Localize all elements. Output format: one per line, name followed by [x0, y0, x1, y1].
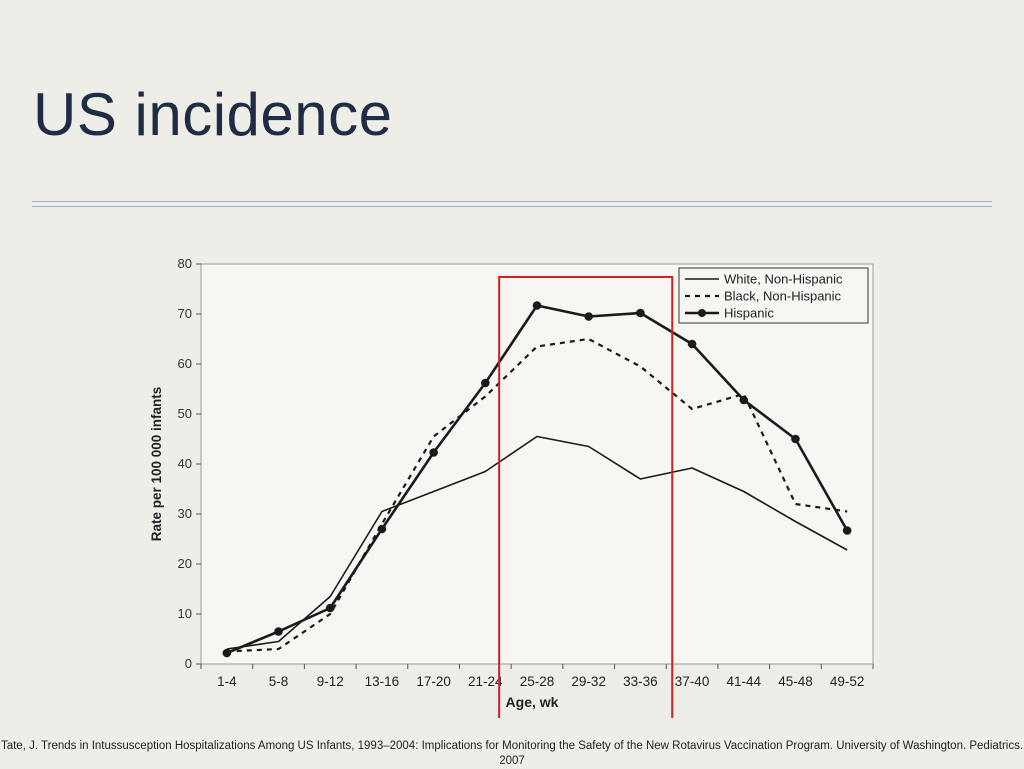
plot-frame	[200, 263, 874, 665]
highlight-box	[498, 276, 674, 718]
y-tick-label: 0	[185, 656, 192, 671]
data-point	[687, 339, 697, 349]
y-tick-label: 40	[178, 456, 192, 471]
title-divider-top	[32, 201, 992, 202]
x-tick-label: 1-4	[217, 674, 237, 689]
y-tick-label: 80	[178, 256, 192, 271]
chart-legend: White, Non-Hispanic Black, Non-Hispanic Hi…	[678, 267, 869, 324]
data-point	[636, 308, 645, 318]
y-tick-label: 50	[178, 406, 192, 421]
chart-svg: 0 10 20 30 40 50 60 70 80 1-4 5-8 9-12 13-16 17-20 21-…	[149, 256, 874, 718]
data-point	[842, 526, 852, 535]
series-layer	[222, 301, 852, 658]
axes: 0 10 20 30 40 50 60 70 80 1-4 5-8 9-12 13-16 17-20 21-…	[149, 256, 874, 710]
x-tick-label: 21-24	[468, 674, 503, 689]
y-tick-label: 20	[178, 556, 192, 571]
data-point	[739, 395, 749, 405]
data-point	[274, 627, 283, 636]
y-tick-label: 60	[178, 356, 192, 371]
x-tick-label: 5-8	[269, 674, 289, 689]
y-tick-label: 10	[178, 606, 192, 621]
y-axis-title: Rate per 100 000 infants	[149, 387, 164, 542]
plot-area	[200, 263, 874, 665]
data-point	[325, 603, 335, 613]
legend-label: Hispanic	[724, 306, 774, 321]
line-chart: 0 10 20 30 40 50 60 70 80 1-4 5-8 9-12 13-16 17-20 21-…	[142, 250, 884, 718]
legend-label: Black, Non-Hispanic	[724, 289, 842, 304]
legend-marker	[698, 309, 706, 317]
series-line-1	[226, 337, 848, 653]
x-tick-label: 49-52	[830, 674, 865, 689]
x-tick-label: 25-28	[520, 674, 555, 689]
x-tick-label: 33-36	[623, 674, 658, 689]
data-point	[377, 524, 387, 534]
title-divider-bottom	[32, 206, 992, 207]
legend-label: White, Non-Hispanic	[724, 272, 843, 287]
data-point	[481, 378, 490, 388]
x-tick-label: 37-40	[675, 674, 710, 689]
data-point	[791, 434, 800, 444]
y-tick-label: 30	[178, 506, 192, 521]
data-point	[532, 301, 542, 310]
citation-caption: Tate, J. Trends in Intussusception Hospi…	[0, 740, 1024, 767]
slide-title: US incidence	[33, 81, 393, 148]
x-tick-label: 9-12	[317, 674, 344, 689]
data-point	[222, 648, 232, 658]
highlight-layer	[498, 276, 674, 718]
data-point	[429, 448, 438, 457]
x-tick-label: 17-20	[416, 674, 451, 689]
series-line-0	[226, 435, 848, 650]
x-tick-label: 13-16	[365, 674, 400, 689]
x-tick-label: 45-48	[778, 674, 813, 689]
y-tick-label: 70	[178, 306, 192, 321]
data-point	[584, 312, 593, 321]
x-axis-title: Age, wk	[506, 694, 559, 710]
x-tick-label: 41-44	[727, 674, 762, 689]
x-tick-label: 29-32	[571, 674, 606, 689]
